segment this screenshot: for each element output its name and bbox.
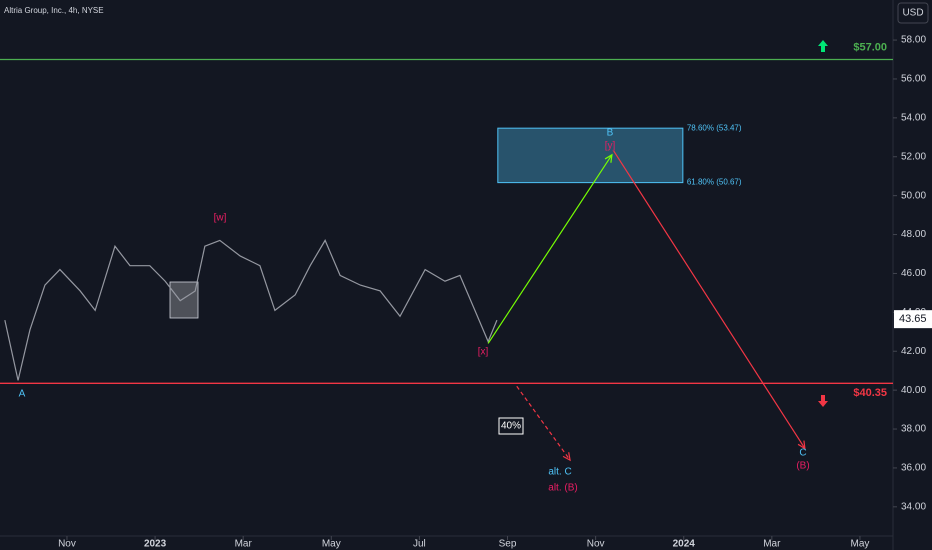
x-tick-label: Mar: [763, 539, 781, 550]
projection: [516, 385, 571, 461]
x-tick-label: Nov: [587, 539, 605, 550]
wave-label: B: [607, 128, 614, 139]
wave-label: alt. (B): [548, 483, 577, 494]
percent-box: [498, 417, 524, 435]
wave-label: A: [19, 389, 26, 400]
zone-low-label: 61.80% (50.67): [687, 178, 742, 187]
currency: USD: [902, 8, 923, 19]
level-label: $57.00: [853, 41, 887, 53]
x-tick-label: Nov: [58, 539, 76, 550]
projection: [487, 154, 613, 344]
projection-arrowhead: [604, 153, 613, 163]
x-tick-label: 2023: [144, 539, 167, 550]
y-tick-label: 36.00: [901, 463, 926, 474]
projection: [613, 150, 806, 449]
highlight-box: [169, 281, 199, 319]
y-tick-label: 50.00: [901, 190, 926, 201]
wave-label: 40%: [501, 421, 521, 432]
last-price-box: [894, 310, 932, 329]
y-tick-label: 42.00: [901, 346, 926, 357]
level-label: $40.35: [853, 387, 887, 399]
wave-label: C: [799, 448, 806, 459]
wave-label: (B): [796, 461, 809, 472]
zone-high-label: 78.60% (53.47): [687, 123, 742, 132]
y-tick-label: 54.00: [901, 112, 926, 123]
x-tick-label: Jul: [413, 539, 426, 550]
y-tick-label: 34.00: [901, 501, 926, 512]
projection-arrowhead: [797, 440, 806, 450]
y-tick-label: 52.00: [901, 151, 926, 162]
x-tick-label: Sep: [499, 539, 517, 550]
y-tick-label: 40.00: [901, 385, 926, 396]
projection-arrowhead: [562, 452, 571, 462]
x-tick-label: 2024: [673, 539, 696, 550]
y-tick-label: 56.00: [901, 74, 926, 85]
y-tick-label: 48.00: [901, 229, 926, 240]
target-zone: [497, 127, 684, 184]
price-line: [4, 239, 498, 381]
y-tick-label: 58.00: [901, 35, 926, 46]
y-tick-label: 38.00: [901, 424, 926, 435]
last-price-label: 43.65: [899, 313, 927, 325]
wave-label: [w]: [214, 213, 227, 224]
wave-label: [x]: [478, 347, 489, 358]
x-tick-label: May: [851, 539, 870, 550]
wave-label: alt. C: [548, 467, 571, 478]
down-arrow: [818, 395, 828, 407]
wave-label: [y]: [605, 141, 616, 152]
currency-box: [897, 2, 929, 24]
x-tick-label: Mar: [235, 539, 253, 550]
x-tick-label: May: [322, 539, 341, 550]
up-arrow: [818, 40, 828, 52]
y-tick-label: 46.00: [901, 268, 926, 279]
chart-title: Altria Group, Inc., 4h, NYSE: [4, 6, 104, 15]
